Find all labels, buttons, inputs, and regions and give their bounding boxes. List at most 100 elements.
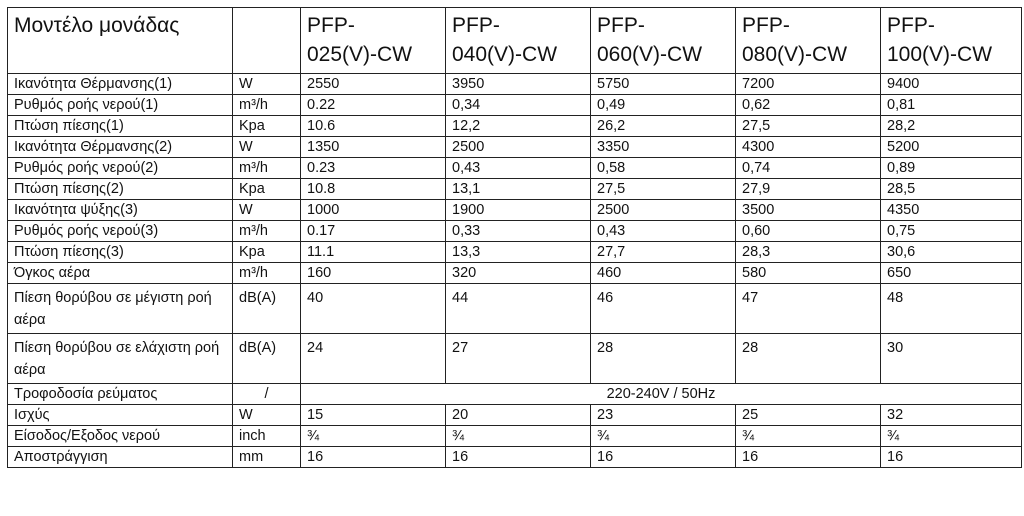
cell-value: 44 <box>445 283 591 334</box>
cell-value: 0,74 <box>735 157 881 179</box>
cell-value: 27,7 <box>590 241 736 263</box>
cell-value: 15 <box>300 404 446 426</box>
table-row: Ικανότητα Θέρμανσης(2) W 1350 2500 3350 4300 5… <box>7 136 1022 158</box>
row-unit: dB(A) <box>232 283 301 334</box>
table-row: Ισχύς W 15 20 23 25 32 <box>7 404 1022 426</box>
row-label: Πτώση πίεσης(1) <box>7 115 233 137</box>
header-row: Μοντέλο μονάδας PFP- 025(V)-CW PFP- 040(V)-… <box>7 7 1022 74</box>
cell-value: 28,5 <box>880 178 1022 200</box>
cell-value: 1900 <box>445 199 591 221</box>
cell-value: 0,89 <box>880 157 1022 179</box>
cell-value: ¾ <box>445 425 591 447</box>
row-label: Ρυθμός ροής νερού(2) <box>7 157 233 179</box>
cell-value: 32 <box>880 404 1022 426</box>
cell-value: 48 <box>880 283 1022 334</box>
power-supply-row: Τροφοδοσία ρεύματος/220-240V / 50Hz <box>7 383 1022 405</box>
row-label: Είσοδος/Εξοδος νερού <box>7 425 233 447</box>
cell-value: 0,81 <box>880 94 1022 116</box>
row-label: Ικανότητα Θέρμανσης(1) <box>7 73 233 95</box>
cell-value: 0,34 <box>445 94 591 116</box>
cell-value: 1000 <box>300 199 446 221</box>
model-header: PFP- 100(V)-CW <box>880 7 1022 74</box>
cell-value: 28 <box>590 333 736 384</box>
cell-value: 28,3 <box>735 241 881 263</box>
cell-value: 1350 <box>300 136 446 158</box>
row-unit: inch <box>232 425 301 447</box>
row-unit: Kpa <box>232 241 301 263</box>
cell-value: 0.23 <box>300 157 446 179</box>
model-name-line: 025(V)-CW <box>307 43 413 66</box>
model-name-line: 080(V)-CW <box>742 43 848 66</box>
row-label: Ρυθμός ροής νερού(3) <box>7 220 233 242</box>
cell-value: 40 <box>300 283 446 334</box>
cell-value: 13,1 <box>445 178 591 200</box>
cell-value: 320 <box>445 262 591 284</box>
cell-value: 30 <box>880 333 1022 384</box>
cell-value: 24 <box>300 333 446 384</box>
row-label: Πίεση θορύβου σε μέγιστη ροή αέρα <box>7 283 233 334</box>
row-label: Πίεση θορύβου σε ελάχιστη ροή αέρα <box>7 333 233 384</box>
row-unit: mm <box>232 446 301 468</box>
table-row: Πτώση πίεσης(2) Kpa 10.8 13,1 27,5 27,9 28,5 <box>7 178 1022 200</box>
table-row: Αποστράγγιση mm 16 16 16 16 16 <box>7 446 1022 468</box>
model-name-line: 100(V)-CW <box>887 43 993 66</box>
model-name-line: PFP- <box>742 14 790 37</box>
cell-value: 16 <box>300 446 446 468</box>
cell-value: 580 <box>735 262 881 284</box>
cell-value: 27 <box>445 333 591 384</box>
cell-value: 0,60 <box>735 220 881 242</box>
model-name-line: PFP- <box>887 14 935 37</box>
cell-value: 2550 <box>300 73 446 95</box>
cell-value: 25 <box>735 404 881 426</box>
cell-value: 0,62 <box>735 94 881 116</box>
row-unit: W <box>232 136 301 158</box>
model-header: PFP- 040(V)-CW <box>445 7 591 74</box>
cell-value: 16 <box>880 446 1022 468</box>
model-name-line: PFP- <box>452 14 500 37</box>
cell-value: ¾ <box>590 425 736 447</box>
cell-value: 650 <box>880 262 1022 284</box>
cell-value: 0,43 <box>445 157 591 179</box>
table-row: Πίεση θορύβου σε ελάχιστη ροή αέρα dB(A) 2… <box>7 333 1022 384</box>
cell-value: 16 <box>735 446 881 468</box>
cell-value: 7200 <box>735 73 881 95</box>
table-row: Ρυθμός ροής νερού(3) m³/h 0.17 0,33 0,43 0,60… <box>7 220 1022 242</box>
cell-value: 11.1 <box>300 241 446 263</box>
cell-value: 27,9 <box>735 178 881 200</box>
cell-value: 10.6 <box>300 115 446 137</box>
cell-value: 0,43 <box>590 220 736 242</box>
table-row: Πτώση πίεσης(3) Kpa 11.1 13,3 27,7 28,3 30,6 <box>7 241 1022 263</box>
cell-value: 4300 <box>735 136 881 158</box>
model-name-line: 040(V)-CW <box>452 43 558 66</box>
row-unit: W <box>232 199 301 221</box>
table-row: Πίεση θορύβου σε μέγιστη ροή αέρα dB(A) 40… <box>7 283 1022 334</box>
row-label: Πτώση πίεσης(2) <box>7 178 233 200</box>
cell-value: 12,2 <box>445 115 591 137</box>
table-row: Ικανότητα ψύξης(3) W 1000 1900 2500 3500 4350 <box>7 199 1022 221</box>
cell-value: 30,6 <box>880 241 1022 263</box>
cell-value: 460 <box>590 262 736 284</box>
cell-value: 5750 <box>590 73 736 95</box>
power-supply-value: 220-240V / 50Hz <box>300 383 1022 405</box>
table-row: Ικανότητα Θέρμανσης(1) W 2550 3950 5750 7200 9… <box>7 73 1022 95</box>
cell-value: 9400 <box>880 73 1022 95</box>
cell-value: 5200 <box>880 136 1022 158</box>
cell-value: 28,2 <box>880 115 1022 137</box>
header-unit <box>232 7 301 74</box>
cell-value: 3350 <box>590 136 736 158</box>
row-unit: W <box>232 73 301 95</box>
table-row: Όγκος αέρα m³/h 160 320 460 580 650 <box>7 262 1022 284</box>
cell-value: 0.22 <box>300 94 446 116</box>
cell-value: 3500 <box>735 199 881 221</box>
cell-value: 0,33 <box>445 220 591 242</box>
cell-value: 20 <box>445 404 591 426</box>
header-title: Μοντέλο μονάδας <box>7 7 233 74</box>
row-unit: Kpa <box>232 178 301 200</box>
cell-value: 16 <box>445 446 591 468</box>
cell-value: 13,3 <box>445 241 591 263</box>
cell-value: 10.8 <box>300 178 446 200</box>
table-row: Ρυθμός ροής νερού(1) m³/h 0.22 0,34 0,49 0,62… <box>7 94 1022 116</box>
cell-value: 27,5 <box>735 115 881 137</box>
cell-value: ¾ <box>735 425 881 447</box>
cell-value: 0,49 <box>590 94 736 116</box>
